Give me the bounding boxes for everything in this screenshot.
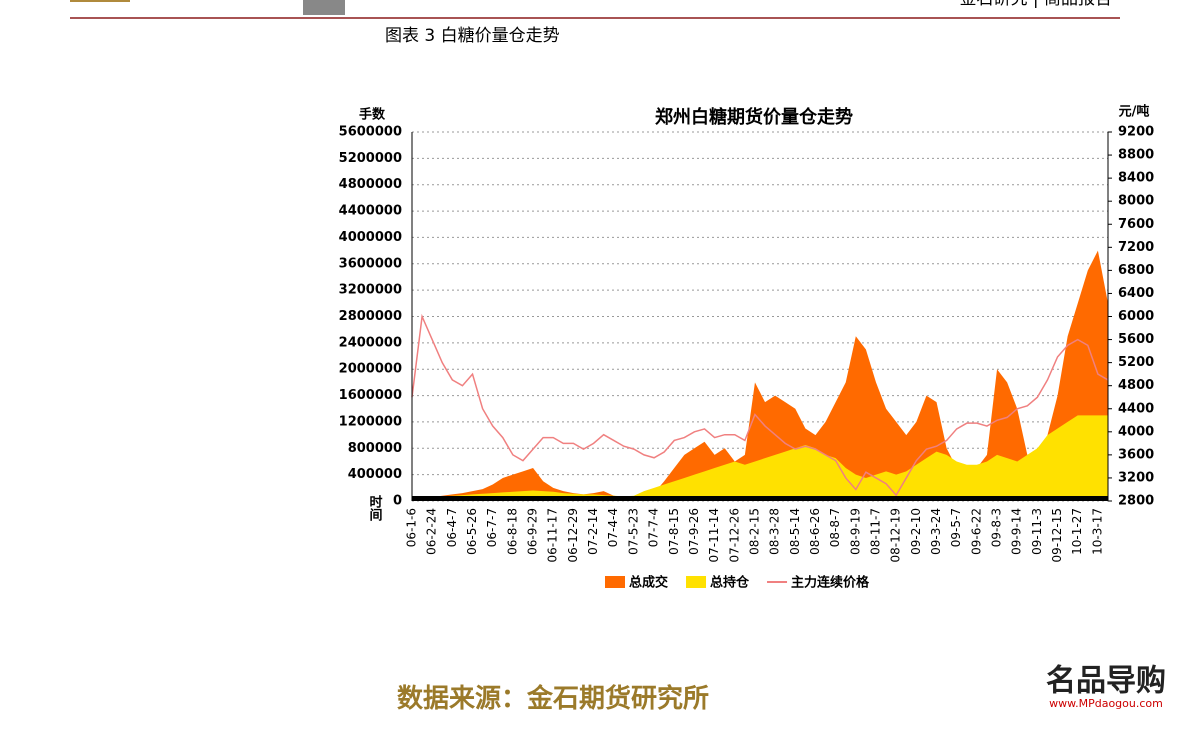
y-tick-label: 3600000	[339, 256, 402, 271]
y-tick-label: 1600000	[339, 388, 402, 403]
y-tick-label: 0	[393, 494, 402, 509]
x-tick-label: 10-3-17	[1090, 508, 1104, 555]
legend-label: 总成交	[629, 575, 668, 591]
area-1	[412, 415, 1108, 501]
header-right: 金石研究 | 商品报告	[959, 0, 1112, 9]
x-tick-label: 08-9-19	[848, 508, 862, 555]
y2-tick-label: 5200	[1118, 355, 1154, 370]
y-axis-label: 手数	[359, 107, 386, 123]
y-tick-label: 1200000	[339, 414, 402, 429]
legend-swatch	[686, 576, 707, 588]
x-tick-label: 07-4-4	[606, 508, 620, 547]
y-tick-label: 2000000	[339, 362, 402, 377]
y-tick-label: 400000	[348, 467, 402, 482]
x-tick-label: 08-3-28	[768, 508, 782, 555]
x-tick-label: 07-12-26	[727, 508, 741, 562]
x-tick-label: 09-11-3	[1030, 508, 1044, 555]
x-tick-label: 07-8-15	[667, 508, 681, 555]
baseline-band	[412, 496, 1108, 501]
x-tick-label: 08-6-26	[808, 508, 822, 555]
y-tick-label: 2400000	[339, 335, 402, 350]
y2-tick-label: 8800	[1118, 148, 1154, 163]
y2-tick-label: 8000	[1118, 194, 1154, 209]
x-tick-label: 07-7-4	[647, 508, 661, 547]
watermark-url: www.MPdaogou.com	[1049, 697, 1163, 710]
legend-label: 总持仓	[710, 575, 750, 591]
y2-tick-label: 4400	[1118, 401, 1154, 416]
x-tick-label: 06-4-7	[445, 508, 459, 547]
x-tick-label: 08-5-14	[788, 508, 802, 555]
y-tick-label: 800000	[348, 441, 402, 456]
x-tick-label: 09-12-15	[1050, 508, 1064, 562]
y-tick-label: 2800000	[339, 309, 402, 324]
y2-tick-label: 5600	[1118, 332, 1154, 347]
y2-tick-label: 3600	[1118, 447, 1154, 462]
x-tick-label: 09-3-24	[929, 508, 943, 555]
x-tick-label: 06-2-24	[425, 508, 439, 555]
y-tick-label: 5200000	[339, 151, 402, 166]
x-tick-label: 09-5-7	[949, 508, 963, 547]
x-tick-label: 08-11-7	[869, 508, 883, 555]
x-tick-label: 06-12-29	[566, 508, 580, 562]
price-line	[411, 313, 1109, 497]
x-tick-label: 06-1-6	[405, 508, 419, 547]
x-tick-label: 09-9-14	[1010, 508, 1024, 555]
x-tick-label: 10-1-27	[1070, 508, 1084, 555]
x-tick-label: 06-7-7	[485, 508, 499, 547]
y2-axis-label: 元/吨	[1119, 104, 1150, 120]
y2-tick-label: 7600	[1118, 217, 1154, 232]
x-tick-label: 07-11-14	[707, 508, 721, 562]
x-tick-label: 06-8-18	[505, 508, 519, 555]
y-tick-label: 4400000	[339, 204, 402, 219]
y2-tick-label: 4800	[1118, 378, 1154, 393]
area-0	[412, 250, 1108, 501]
y2-tick-label: 9200	[1118, 125, 1154, 140]
x-tick-label: 09-8-3	[990, 508, 1004, 547]
x-tick-label: 09-6-22	[969, 508, 983, 555]
x-tick-label: 07-9-26	[687, 508, 701, 555]
x-tick-label: 06-9-29	[526, 508, 540, 555]
y2-tick-label: 4000	[1118, 424, 1154, 439]
x-tick-label: 06-11-17	[546, 508, 560, 562]
y2-tick-label: 6800	[1118, 263, 1154, 278]
x-axis-label: 时间	[367, 494, 383, 522]
watermark-logo: 名品导购	[1046, 664, 1166, 699]
y2-tick-label: 6400	[1118, 286, 1154, 301]
x-tick-label: 08-2-15	[747, 508, 761, 555]
source-note: 数据来源：金石期货研究所	[397, 683, 709, 714]
logo-block	[303, 0, 345, 15]
x-tick-label: 08-12-19	[889, 508, 903, 562]
legend-label: 主力连续价格	[791, 575, 870, 591]
x-tick-label: 09-2-10	[909, 508, 923, 555]
x-tick-label: 08-8-7	[828, 508, 842, 547]
y2-tick-label: 2800	[1118, 494, 1154, 509]
y2-tick-label: 3200	[1118, 470, 1154, 485]
legend-swatch	[605, 576, 625, 588]
y-tick-label: 4800000	[339, 177, 402, 192]
y-tick-label: 4000000	[339, 230, 402, 245]
y-tick-label: 5600000	[339, 125, 402, 140]
plot: 0 400000 800000 1200000 1600000 2000000 240000…	[339, 125, 1155, 591]
logo-bar	[70, 0, 130, 2]
y2-tick-label: 7200	[1118, 240, 1154, 255]
y2-tick-label: 6000	[1118, 309, 1154, 324]
x-tick-label: 07-5-23	[626, 508, 640, 555]
figure-caption: 图表 3 白糖价量仓走势	[385, 26, 560, 46]
chart-title: 郑州白糖期货价量仓走势	[655, 106, 853, 128]
x-tick-label: 06-5-26	[465, 508, 479, 555]
y2-tick-label: 8400	[1118, 171, 1154, 186]
y-tick-label: 3200000	[339, 283, 402, 298]
x-tick-label: 07-2-14	[586, 508, 600, 555]
